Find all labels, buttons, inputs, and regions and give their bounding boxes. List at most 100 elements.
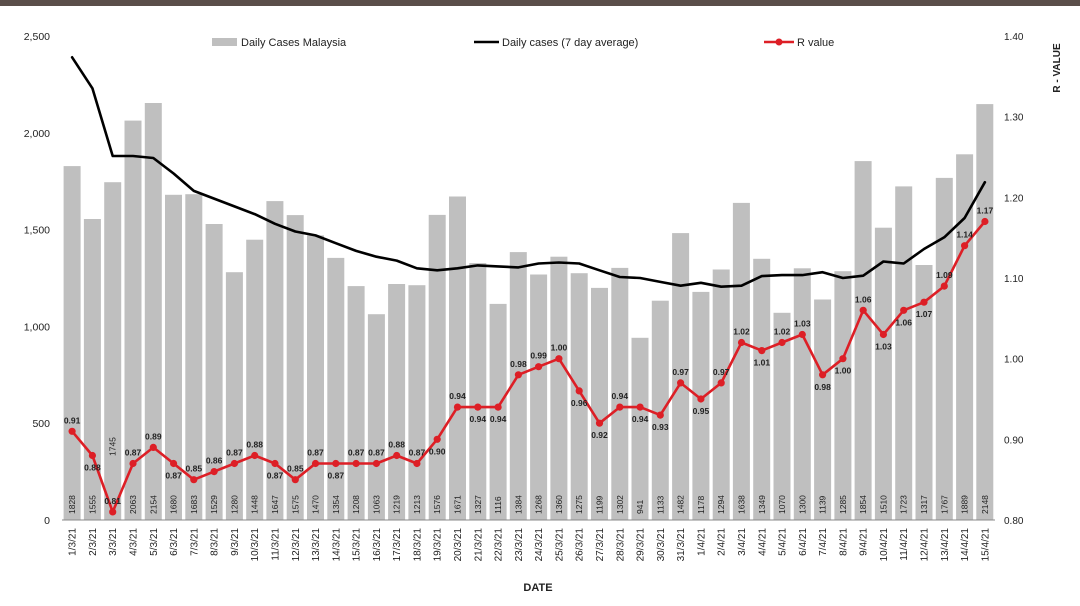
r-value-label: 0.81 <box>104 496 121 506</box>
bar <box>347 286 365 520</box>
r-value-label: 0.89 <box>145 431 162 441</box>
bar <box>834 271 852 520</box>
r-value-point <box>839 355 847 363</box>
x-axis-title: DATE <box>523 582 552 594</box>
legend-marker-rvalue <box>775 38 783 46</box>
legend-label-rvalue: R value <box>797 37 834 49</box>
x-tick-label: 13/4/21 <box>940 528 951 562</box>
x-tick-label: 25/3/21 <box>554 528 565 562</box>
bar <box>814 299 832 520</box>
bar-value-label: 1280 <box>229 495 239 514</box>
r-value-point <box>798 330 806 339</box>
bar <box>367 314 385 520</box>
bar <box>144 103 162 520</box>
bar-value-label: 2154 <box>148 495 158 514</box>
bar-value-label: 1300 <box>797 495 807 514</box>
r-value-point <box>413 459 421 468</box>
r-value-label: 0.87 <box>328 471 345 481</box>
r-value-label: 0.87 <box>368 448 385 458</box>
bar-value-label: 1384 <box>513 495 523 514</box>
bar <box>935 177 953 520</box>
bar-value-label: 1854 <box>858 495 868 514</box>
r-value-label: 0.95 <box>693 406 710 416</box>
r-value-point <box>900 306 908 314</box>
r-value-series <box>68 217 989 516</box>
r-value-label: 0.94 <box>632 414 649 424</box>
r-value-point <box>311 459 320 468</box>
x-tick-label: 28/3/21 <box>615 528 626 562</box>
x-tick-label: 1/3/21 <box>68 528 79 556</box>
r-value-point <box>819 371 827 379</box>
r-value-point <box>535 363 543 371</box>
bar <box>327 257 345 520</box>
r-value-point <box>616 403 624 411</box>
x-tick-label: 18/3/21 <box>412 528 423 562</box>
bar-value-label: 1828 <box>67 495 77 514</box>
bar-value-label: 1302 <box>615 495 625 514</box>
bar-value-label: 1889 <box>960 495 970 514</box>
bar-value-label: 1349 <box>757 495 767 514</box>
r-value-point <box>555 355 563 363</box>
r-value-point <box>474 403 482 411</box>
bar <box>286 215 304 520</box>
bar-value-label: 1219 <box>392 495 402 514</box>
bar-value-label: 2148 <box>980 495 990 514</box>
bar-value-label: 1767 <box>939 495 949 514</box>
x-tick-label: 22/3/21 <box>494 528 505 562</box>
r-value-label: 0.87 <box>409 448 426 458</box>
r-value-label: 0.87 <box>125 448 142 458</box>
r-value-point <box>230 459 238 468</box>
r-value-point <box>352 459 360 468</box>
bar-value-label: 1354 <box>331 495 341 514</box>
x-tick-label: 17/3/21 <box>392 528 403 562</box>
bar <box>611 267 629 520</box>
bar <box>408 285 426 520</box>
y-tick-label: 2,500 <box>24 31 50 43</box>
x-tick-label: 11/4/21 <box>899 528 910 561</box>
x-tick-label: 3/3/21 <box>108 528 119 556</box>
r-value-point <box>291 476 299 484</box>
r-value-point <box>332 459 340 468</box>
y2-tick-label: 1.10 <box>1004 274 1024 285</box>
r-value-label: 0.97 <box>672 367 689 377</box>
x-tick-label: 2/3/21 <box>88 528 99 556</box>
bar <box>854 161 872 520</box>
r-value-label: 0.94 <box>490 414 507 424</box>
bar <box>225 272 243 520</box>
bar <box>570 273 588 520</box>
x-tick-label: 12/3/21 <box>291 528 302 562</box>
bar-value-label: 1671 <box>453 495 463 514</box>
r-value-point <box>697 395 705 403</box>
r-value-point <box>920 298 928 306</box>
r-value-point <box>88 451 96 460</box>
bar-value-label: 1638 <box>737 495 747 514</box>
bar <box>773 312 791 520</box>
r-value-point <box>778 338 786 347</box>
legend: Daily Cases Malaysia Daily cases (7 day … <box>212 37 834 49</box>
bar-value-label: 1317 <box>919 495 929 514</box>
bar-value-label: 1723 <box>899 495 909 514</box>
x-tick-label: 4/4/21 <box>757 528 768 556</box>
bar-value-label: 1510 <box>878 495 888 514</box>
y2-tick-label: 0.80 <box>1004 516 1024 527</box>
r-value-point <box>717 379 725 387</box>
average-line <box>70 55 987 289</box>
y-tick-label: 1,500 <box>24 225 50 237</box>
bar <box>489 303 507 520</box>
x-tick-label: 14/4/21 <box>960 528 971 562</box>
bar <box>388 284 406 520</box>
r-value-label: 0.97 <box>713 367 730 377</box>
r-value-label: 0.98 <box>814 382 831 392</box>
bar-value-labels: 1828 1555 1745 2063 2154 1680 1683 1529 1280 1448… <box>67 437 990 514</box>
bar <box>915 265 933 520</box>
y-axis-right: 0.80 0.90 1.00 1.10 1.20 1.30 1.40 <box>1004 32 1024 527</box>
r-value-point <box>433 435 441 443</box>
r-value-label: 0.87 <box>165 471 182 481</box>
r-value-line <box>71 220 986 514</box>
r-value-point <box>149 443 157 451</box>
bar-value-label: 1482 <box>676 495 686 514</box>
bar-value-label: 1178 <box>696 495 706 514</box>
r-value-label: 0.94 <box>449 391 466 401</box>
r-value-label: 0.92 <box>591 430 608 440</box>
bar <box>428 214 446 520</box>
